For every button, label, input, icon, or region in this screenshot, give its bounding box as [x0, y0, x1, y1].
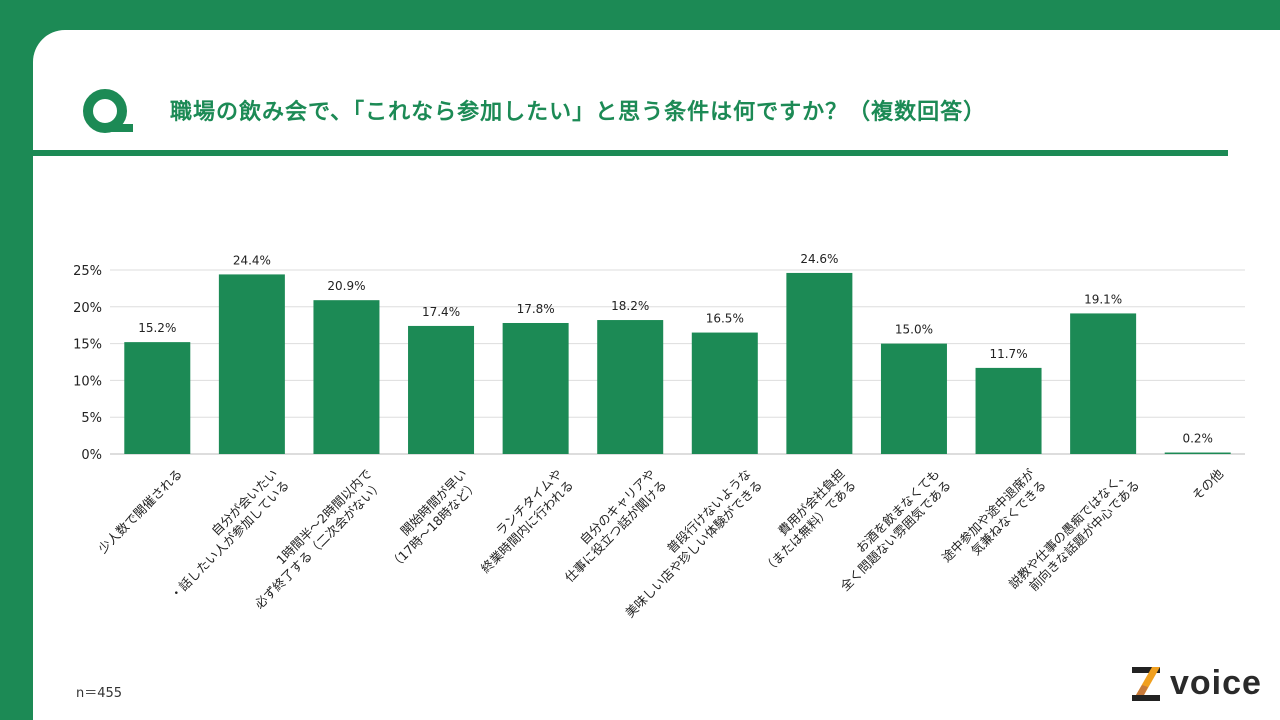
zvoice-logo: voice	[1132, 664, 1262, 703]
bar	[597, 320, 664, 454]
data-label: 24.4%	[233, 253, 271, 267]
bar	[786, 272, 853, 454]
page-title: 職場の飲み会で、「これなら参加したい」と思う条件は何ですか？（複数回答）	[170, 100, 987, 125]
bar	[691, 332, 758, 454]
z-logo-icon	[1132, 666, 1160, 701]
data-label: 15.0%	[895, 323, 933, 337]
y-tick-label: 20%	[73, 301, 102, 316]
y-tick-label: 0%	[81, 448, 102, 463]
title-divider	[33, 150, 1228, 156]
data-label: 16.5%	[706, 312, 744, 326]
y-tick-label: 10%	[73, 374, 102, 389]
data-label: 0.2%	[1182, 432, 1213, 446]
bar	[124, 342, 191, 454]
sample-size: n＝455	[76, 686, 123, 701]
bar	[880, 343, 947, 454]
q-letter-icon	[83, 89, 133, 133]
bar	[1070, 313, 1137, 454]
data-label: 19.1%	[1084, 292, 1122, 306]
bar	[502, 322, 569, 454]
logo-text: voice	[1170, 664, 1262, 702]
data-label: 17.4%	[422, 305, 460, 319]
bar	[1164, 452, 1231, 455]
y-tick-label: 5%	[81, 411, 102, 426]
bar	[313, 300, 380, 454]
data-label: 18.2%	[611, 299, 649, 313]
bar	[408, 325, 475, 454]
y-tick-label: 15%	[73, 338, 102, 353]
data-label: 24.6%	[800, 252, 838, 266]
bar	[975, 367, 1042, 454]
data-label: 17.8%	[517, 302, 555, 316]
data-label: 11.7%	[989, 347, 1027, 361]
data-label: 15.2%	[138, 321, 176, 335]
y-tick-label: 25%	[73, 264, 102, 279]
data-label: 20.9%	[327, 279, 365, 293]
bar	[218, 274, 285, 454]
